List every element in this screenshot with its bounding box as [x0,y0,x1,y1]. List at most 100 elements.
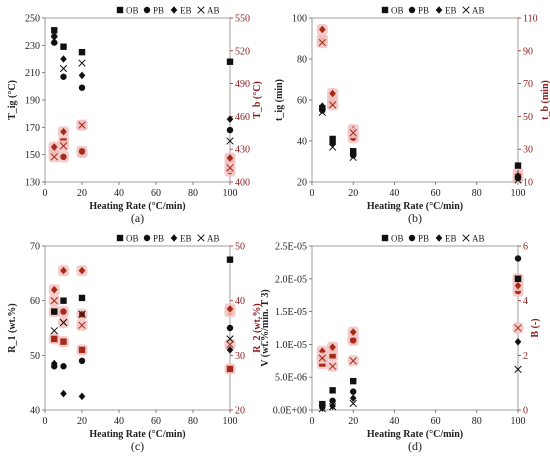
panel-3-point-right-eb-diamond [78,266,86,275]
panel-1-ytick-left-label: 170 [25,123,40,134]
panel-4-point-right-ab [347,355,359,367]
panel-1-ylabel-right: T_b (°C) [252,81,263,119]
panel-3-point-right-ab-x2 [50,297,58,305]
panel-3-legend-marker-ab [197,234,205,242]
panel-1-point-left-ob [78,48,86,56]
panel-1-xtick-label: 60 [151,188,161,199]
panel-3-point-right-eb-diamond [60,266,67,275]
panel-4-point-left-ob-square [514,275,522,282]
panel-2-point-right-ab [347,127,359,139]
panel-3-point-right-ab [76,319,88,331]
panel-3-point-right-ab-x2 [226,340,234,349]
panel-4: 0 20 40 60 80 1000.0E+005.0E-061.0E-051.5E-05… [260,234,541,454]
panel-2-point-right-eb-diamond [329,89,336,98]
panel-1-point-left-ab [50,36,58,44]
panel-4-point-right-ab-x2 [318,354,326,362]
panel-4-point-right-ab-x2 [514,324,522,332]
panel-1-xtick-label: 80 [188,188,198,199]
panel-1-point-left-ob [60,43,67,50]
panel-1-xlabel: Heating Rate (°C/min) [89,201,185,212]
panel-3-point-left-eb [226,346,234,354]
panel-3-point-right-ob [224,363,236,375]
panel-3-xlabel: Heating Rate (°C/min) [89,429,185,440]
panel-4-point-left-ob [350,377,357,385]
panel-3-point-right-ob-square [51,335,58,343]
panel-4-point-right-ob-square [329,352,336,359]
panel-1-point-left-eb-diamond [78,71,86,80]
panel-1-point-left-ab-x2 [59,64,68,73]
panel-1-point-right-ab-x2 [78,121,86,129]
panel-4-point-left-pb [514,255,522,262]
panel-3-point-right-ob [76,344,88,356]
panel-3-point-right-pb [58,306,69,318]
panel-3-frame [44,245,231,411]
panel-4-point-left-ob-square [350,377,357,385]
panel-3-point-left-pb-circle [226,324,234,332]
panel-3-point-right-eb-diamond [50,285,58,294]
panel-1-point-left-pb [226,126,234,134]
panel-1-point-left-ob [226,58,234,65]
panel-1-legend-marker-eb-diamond [170,6,178,14]
panel-2-ytick-left-label: 100 [292,14,307,25]
panel-2-legend-marker-pb [408,6,416,14]
panel-2-legend-label-ob: OB [391,6,404,16]
panel-4-ytick-right-label: 4 [523,296,528,307]
panel-4-legend-marker-ob-square [381,234,389,242]
panel-3-point-left-pb-circle [60,363,67,370]
panel-2-point-left-eb-diamond [329,137,336,145]
panel-4-point-right-eb [512,280,524,292]
panel-1-point-right-eb-diamond [60,127,67,136]
panel-1-point-left-eb [50,31,58,40]
panel-1-legend-marker-ab [197,6,205,14]
panel-1-point-left-ob [51,27,58,34]
panel-1-ytick-right-label: 460 [235,112,250,123]
panel-3-xtick-label: 100 [223,416,238,427]
panel-4-legend-marker-pb-circle [408,234,416,242]
panel-1-ytick-right-label: 520 [235,46,250,57]
panel-1-ytick-left-label: 230 [25,41,40,52]
panel-3-point-left-ob-square [51,308,58,315]
panel-3-point-left-eb [50,359,58,368]
panel-4-point-left-pb-circle [329,397,336,405]
panel-2-point-left-pb-circle [319,107,326,114]
panel-3-point-left-pb [78,357,86,364]
panel-1-point-right-eb-diamond [50,143,58,151]
panel-1-point-right-pb [58,151,69,163]
panel-1-ytick-right-label: 490 [235,79,250,90]
panel-2-point-right-ab [316,37,328,49]
panel-2-legend-marker-eb-diamond [435,6,443,14]
panel-1-ytick-right-label: 550 [235,14,250,25]
panel-3-ytick-right-label: 40 [235,296,245,307]
panel-4-legend-marker-ob [381,234,389,242]
panel-3-point-left-pb [60,363,67,370]
panel-3-ylabel-right: R_2 (wt.%) [252,303,263,352]
panel-1-point-right-pb-circle [78,148,86,155]
panel-4-point-right-eb [347,326,359,338]
panel-4-point-left-ab [318,405,326,413]
panel-3-legend-marker-ab-x2 [197,234,205,242]
panel-3-point-left-ob [78,294,86,302]
panel-4-point-left-eb-diamond [514,337,522,346]
panel-3-point-right-ab-x2 [78,321,86,329]
panel-3-point-right-eb [48,284,60,296]
panel-3-point-left-eb-diamond [50,359,58,368]
panel-1-ytick-left-label: 250 [25,14,40,25]
panel-1-legend-marker-ob [116,6,124,14]
panel-4-point-left-ab-x2 [349,399,357,408]
panel-4-point-left-eb-diamond [349,394,357,402]
panel-3-point-right-ab [48,295,60,307]
panel-2-point-left-ab [349,153,357,162]
panel-3-point-right-ob-square [226,365,234,373]
panel-2-point-left-eb [514,172,522,180]
panel-4-point-right-eb-diamond [514,281,522,290]
panel-2-ytick-right-label: 70 [523,79,533,90]
panel-2-point-left-ob [514,162,522,169]
panel-3-ytick-left-label: 40 [30,406,40,417]
panel-3-xtick-label: 0 [43,416,48,427]
panel-2-ytick-right-label: 30 [523,145,533,156]
panel-4-ytick-right-label: 0 [523,406,528,417]
panel-2-xtick-label: 40 [389,188,399,199]
panel-4-ylabel-right: B (-) [530,318,541,337]
panel-4-point-left-pb-circle [350,388,357,395]
panel-3-legend-marker-eb-diamond [170,234,178,242]
